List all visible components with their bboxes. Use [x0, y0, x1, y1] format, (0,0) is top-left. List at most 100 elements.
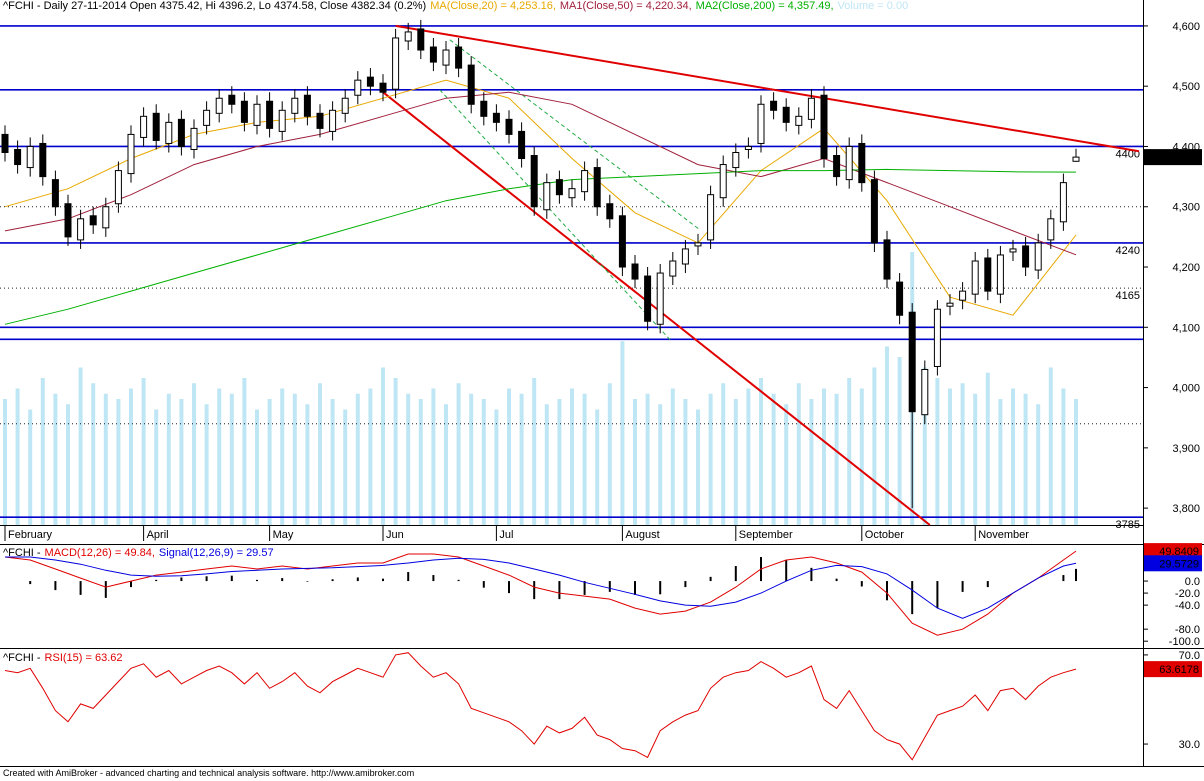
pane-title: ^FCHI - RSI(15) = 63.62 — [3, 652, 123, 664]
x-tick-label: August — [625, 529, 659, 541]
candle-body — [467, 64, 475, 105]
title-part: RSI(15) = 63.62 — [45, 652, 123, 664]
candle-body — [681, 248, 689, 265]
volume-bar — [1061, 388, 1066, 525]
y-tick-label: 3,900 — [1172, 443, 1200, 455]
candle-body — [64, 203, 72, 238]
candle-body — [26, 145, 34, 169]
candle-body — [530, 155, 538, 208]
volume-bar — [267, 399, 272, 525]
x-tick-label: September — [739, 529, 793, 541]
candle-body — [984, 257, 992, 292]
y-tick-label: 4,200 — [1172, 262, 1200, 274]
candle-body — [89, 215, 97, 226]
volume-bar — [595, 409, 600, 525]
candle-body — [190, 127, 198, 150]
volume-bar — [1036, 404, 1041, 525]
candle-body — [165, 121, 173, 144]
candle-body — [341, 97, 349, 114]
volume-bar — [406, 393, 411, 525]
volume-bar — [456, 383, 461, 525]
volume-bar — [759, 378, 763, 525]
volume-bar — [733, 399, 738, 525]
candle-body — [744, 145, 752, 150]
volume-bar — [645, 393, 650, 525]
y-tick-label: -100.0 — [1169, 636, 1200, 648]
volume-bar — [960, 383, 965, 525]
volume-bar — [948, 388, 952, 525]
candle-body — [127, 133, 135, 175]
title-part: Volume = 0.00 — [838, 0, 909, 12]
title-part: MA(Close,20) = 4,253.16, — [430, 0, 556, 12]
volume-bar — [670, 388, 675, 525]
candle-body — [14, 148, 22, 166]
volume-bar — [318, 383, 322, 525]
x-tick-label: November — [978, 529, 1029, 541]
y-tick-label: 4,100 — [1172, 322, 1200, 334]
x-tick-label: October — [865, 529, 904, 541]
volume-bar — [1048, 367, 1053, 525]
x-tick-label: May — [273, 529, 294, 541]
y-tick-label: 30.0 — [1179, 739, 1200, 751]
candle-body — [719, 164, 727, 199]
volume-bar — [305, 404, 310, 525]
volume-bar — [330, 399, 335, 525]
candle-body — [1009, 248, 1017, 253]
volume-bar — [229, 393, 234, 525]
volume-bar — [582, 393, 587, 525]
level-label: 4400 — [1116, 148, 1140, 160]
volume-bar — [217, 388, 222, 525]
candle-body — [631, 263, 639, 280]
candle-body — [417, 28, 425, 51]
volume-bar — [418, 399, 423, 525]
volume-bar — [897, 357, 902, 525]
candle-body — [228, 94, 236, 105]
volume-bar — [784, 404, 789, 525]
last-value-label: 29.5729 — [1159, 558, 1199, 570]
volume-bar — [544, 404, 549, 525]
trendline — [439, 89, 671, 341]
candle-body — [669, 260, 677, 277]
candle-body — [833, 155, 841, 178]
candle-body — [908, 311, 916, 413]
candle-body — [946, 302, 954, 307]
candle-body — [581, 170, 589, 193]
trendline — [382, 91, 931, 526]
volume-bar — [796, 383, 801, 525]
candle-body — [480, 100, 488, 117]
last-value-label: 4,382.34 — [1156, 152, 1199, 164]
y-tick-label: 3,800 — [1172, 503, 1200, 515]
y-tick-label: -20.0 — [1175, 588, 1200, 600]
candle-body — [429, 46, 437, 63]
candle-body — [656, 272, 664, 325]
candle-body — [152, 112, 160, 141]
candle-body — [593, 167, 601, 208]
candle-body — [694, 242, 702, 247]
candle-body — [959, 290, 967, 301]
candle-body — [1034, 242, 1042, 271]
volume-bar — [3, 399, 7, 525]
volume-bar — [280, 388, 285, 525]
y-tick-label: 4,300 — [1172, 202, 1200, 214]
volume-bar — [494, 409, 499, 525]
volume-bar — [469, 393, 474, 525]
candle-body — [266, 100, 274, 129]
volume-bar — [885, 346, 889, 525]
last-value-box — [1144, 149, 1202, 166]
volume-bar — [1011, 388, 1015, 525]
volume-bar — [721, 383, 726, 525]
volume-bar — [935, 378, 940, 525]
volume-bar — [66, 404, 70, 525]
candle-body — [177, 118, 185, 147]
volume-bar — [822, 388, 826, 525]
candle-body — [291, 97, 299, 114]
y-tick-label: 70.0 — [1179, 650, 1200, 662]
level-label: 4165 — [1116, 290, 1140, 302]
last-value-label: 49.8409 — [1159, 546, 1199, 558]
candle-body — [644, 275, 652, 322]
trendline — [395, 24, 1140, 153]
volume-bar — [166, 393, 171, 525]
title-part: Signal(12,26,9) = 29.57 — [159, 547, 274, 559]
